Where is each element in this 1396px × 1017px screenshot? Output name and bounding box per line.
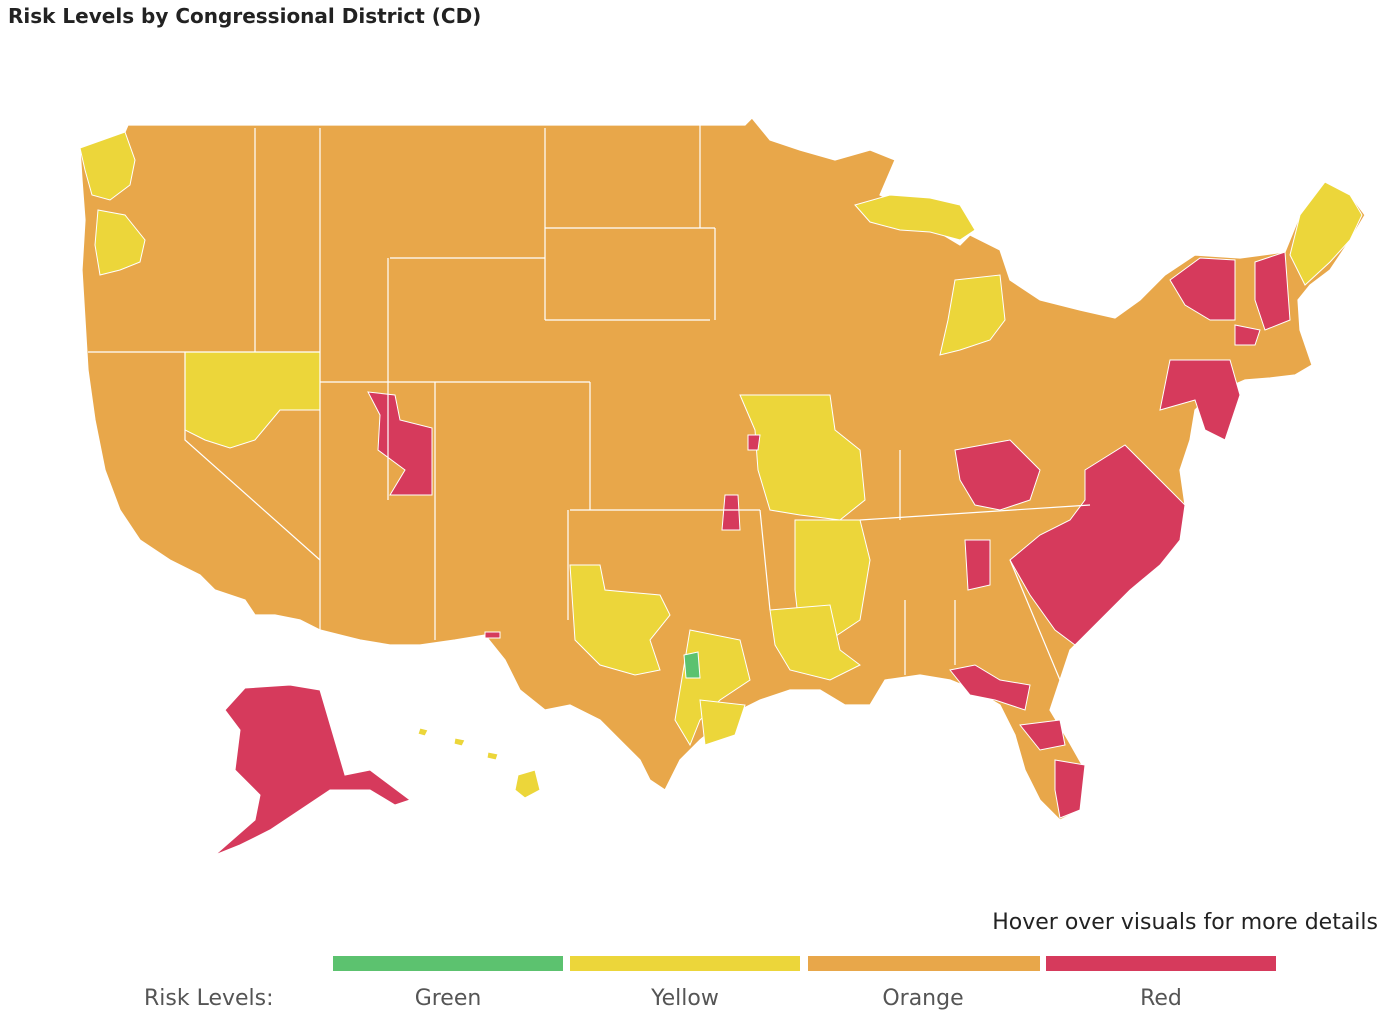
district-or-yellow[interactable]	[94, 209, 146, 276]
legend-label-green: Green	[414, 986, 482, 1011]
district-me-yellow[interactable]	[1289, 181, 1363, 286]
legend-label-red: Red	[1140, 986, 1182, 1011]
district-ks-red[interactable]	[721, 494, 741, 531]
red-districts[interactable]	[214, 251, 1291, 856]
green-districts[interactable]	[683, 651, 701, 679]
district-hi-2-yellow[interactable]	[417, 727, 429, 737]
district-nh-red[interactable]	[1254, 251, 1291, 331]
district-ny-red[interactable]	[1169, 257, 1236, 321]
district-ky-wv-red[interactable]	[954, 439, 1041, 511]
district-ia-red[interactable]	[747, 434, 761, 451]
district-wa-yellow[interactable]	[79, 131, 136, 201]
district-fl-panhandle-red[interactable]	[949, 664, 1031, 711]
district-la-yellow[interactable]	[769, 604, 861, 681]
district-ut-red[interactable]	[367, 391, 433, 496]
state-borders	[88, 125, 1091, 681]
district-ak-red[interactable]	[214, 684, 412, 856]
district-nj-ny-red[interactable]	[1159, 359, 1241, 441]
legend-swatch-red	[1046, 956, 1276, 971]
district-fl-south-red[interactable]	[1054, 759, 1086, 819]
district-fl-central-red[interactable]	[1019, 719, 1066, 751]
district-hi-1-yellow[interactable]	[514, 769, 541, 799]
district-tx-green[interactable]	[683, 651, 701, 679]
map-title: Risk Levels by Congressional District (C…	[8, 4, 482, 28]
district-carolinas-red[interactable]	[1009, 444, 1186, 646]
district-tx-gulf-yellow[interactable]	[699, 699, 746, 746]
contiguous-us[interactable]	[79, 117, 1366, 821]
yellow-districts[interactable]	[79, 131, 1363, 799]
hover-hint: Hover over visuals for more details	[992, 910, 1378, 935]
district-hi-3-yellow[interactable]	[453, 737, 466, 747]
district-tx-west-yellow[interactable]	[569, 564, 671, 676]
district-hi-4-yellow[interactable]	[486, 751, 499, 761]
us-map-svg[interactable]	[0, 0, 1396, 900]
legend-label-orange: Orange	[882, 986, 964, 1011]
district-tn-red[interactable]	[964, 539, 991, 591]
district-map[interactable]	[0, 0, 1396, 900]
district-ma-red[interactable]	[1234, 324, 1261, 346]
legend-label-yellow: Yellow	[651, 986, 719, 1011]
legend-swatch-yellow	[570, 956, 800, 971]
legend-swatch-orange	[808, 956, 1040, 971]
district-mi-up-yellow[interactable]	[854, 194, 976, 241]
legend-title: Risk Levels:	[144, 986, 274, 1011]
legend-swatch-green	[333, 956, 563, 971]
district-nm-red[interactable]	[484, 631, 501, 639]
district-mi-lower-yellow[interactable]	[939, 274, 1006, 356]
